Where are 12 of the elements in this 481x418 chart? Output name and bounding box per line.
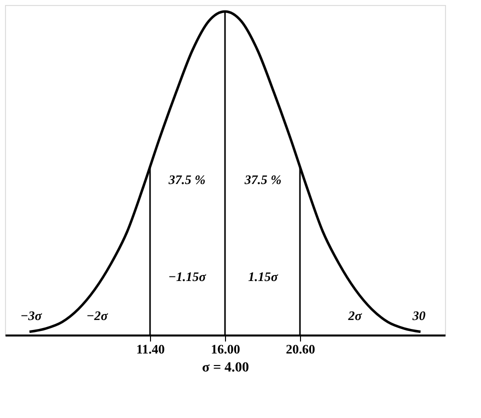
annotation: −2σ [86,308,109,323]
annotation: 37.5 % [244,172,282,187]
x-tick-label: 20.60 [286,342,316,356]
annotation: −1.15σ [168,269,207,284]
annotation: 1.15σ [248,269,279,284]
x-axis-title: σ = 4.00 [202,360,250,376]
x-tick-label: 11.40 [136,342,165,356]
annotation: −3σ [20,308,43,323]
annotation: 2σ [347,308,363,323]
annotation: 30 [412,308,426,323]
annotation: 37.5 % [168,172,206,187]
x-tick-label: 16.00 [210,342,240,356]
